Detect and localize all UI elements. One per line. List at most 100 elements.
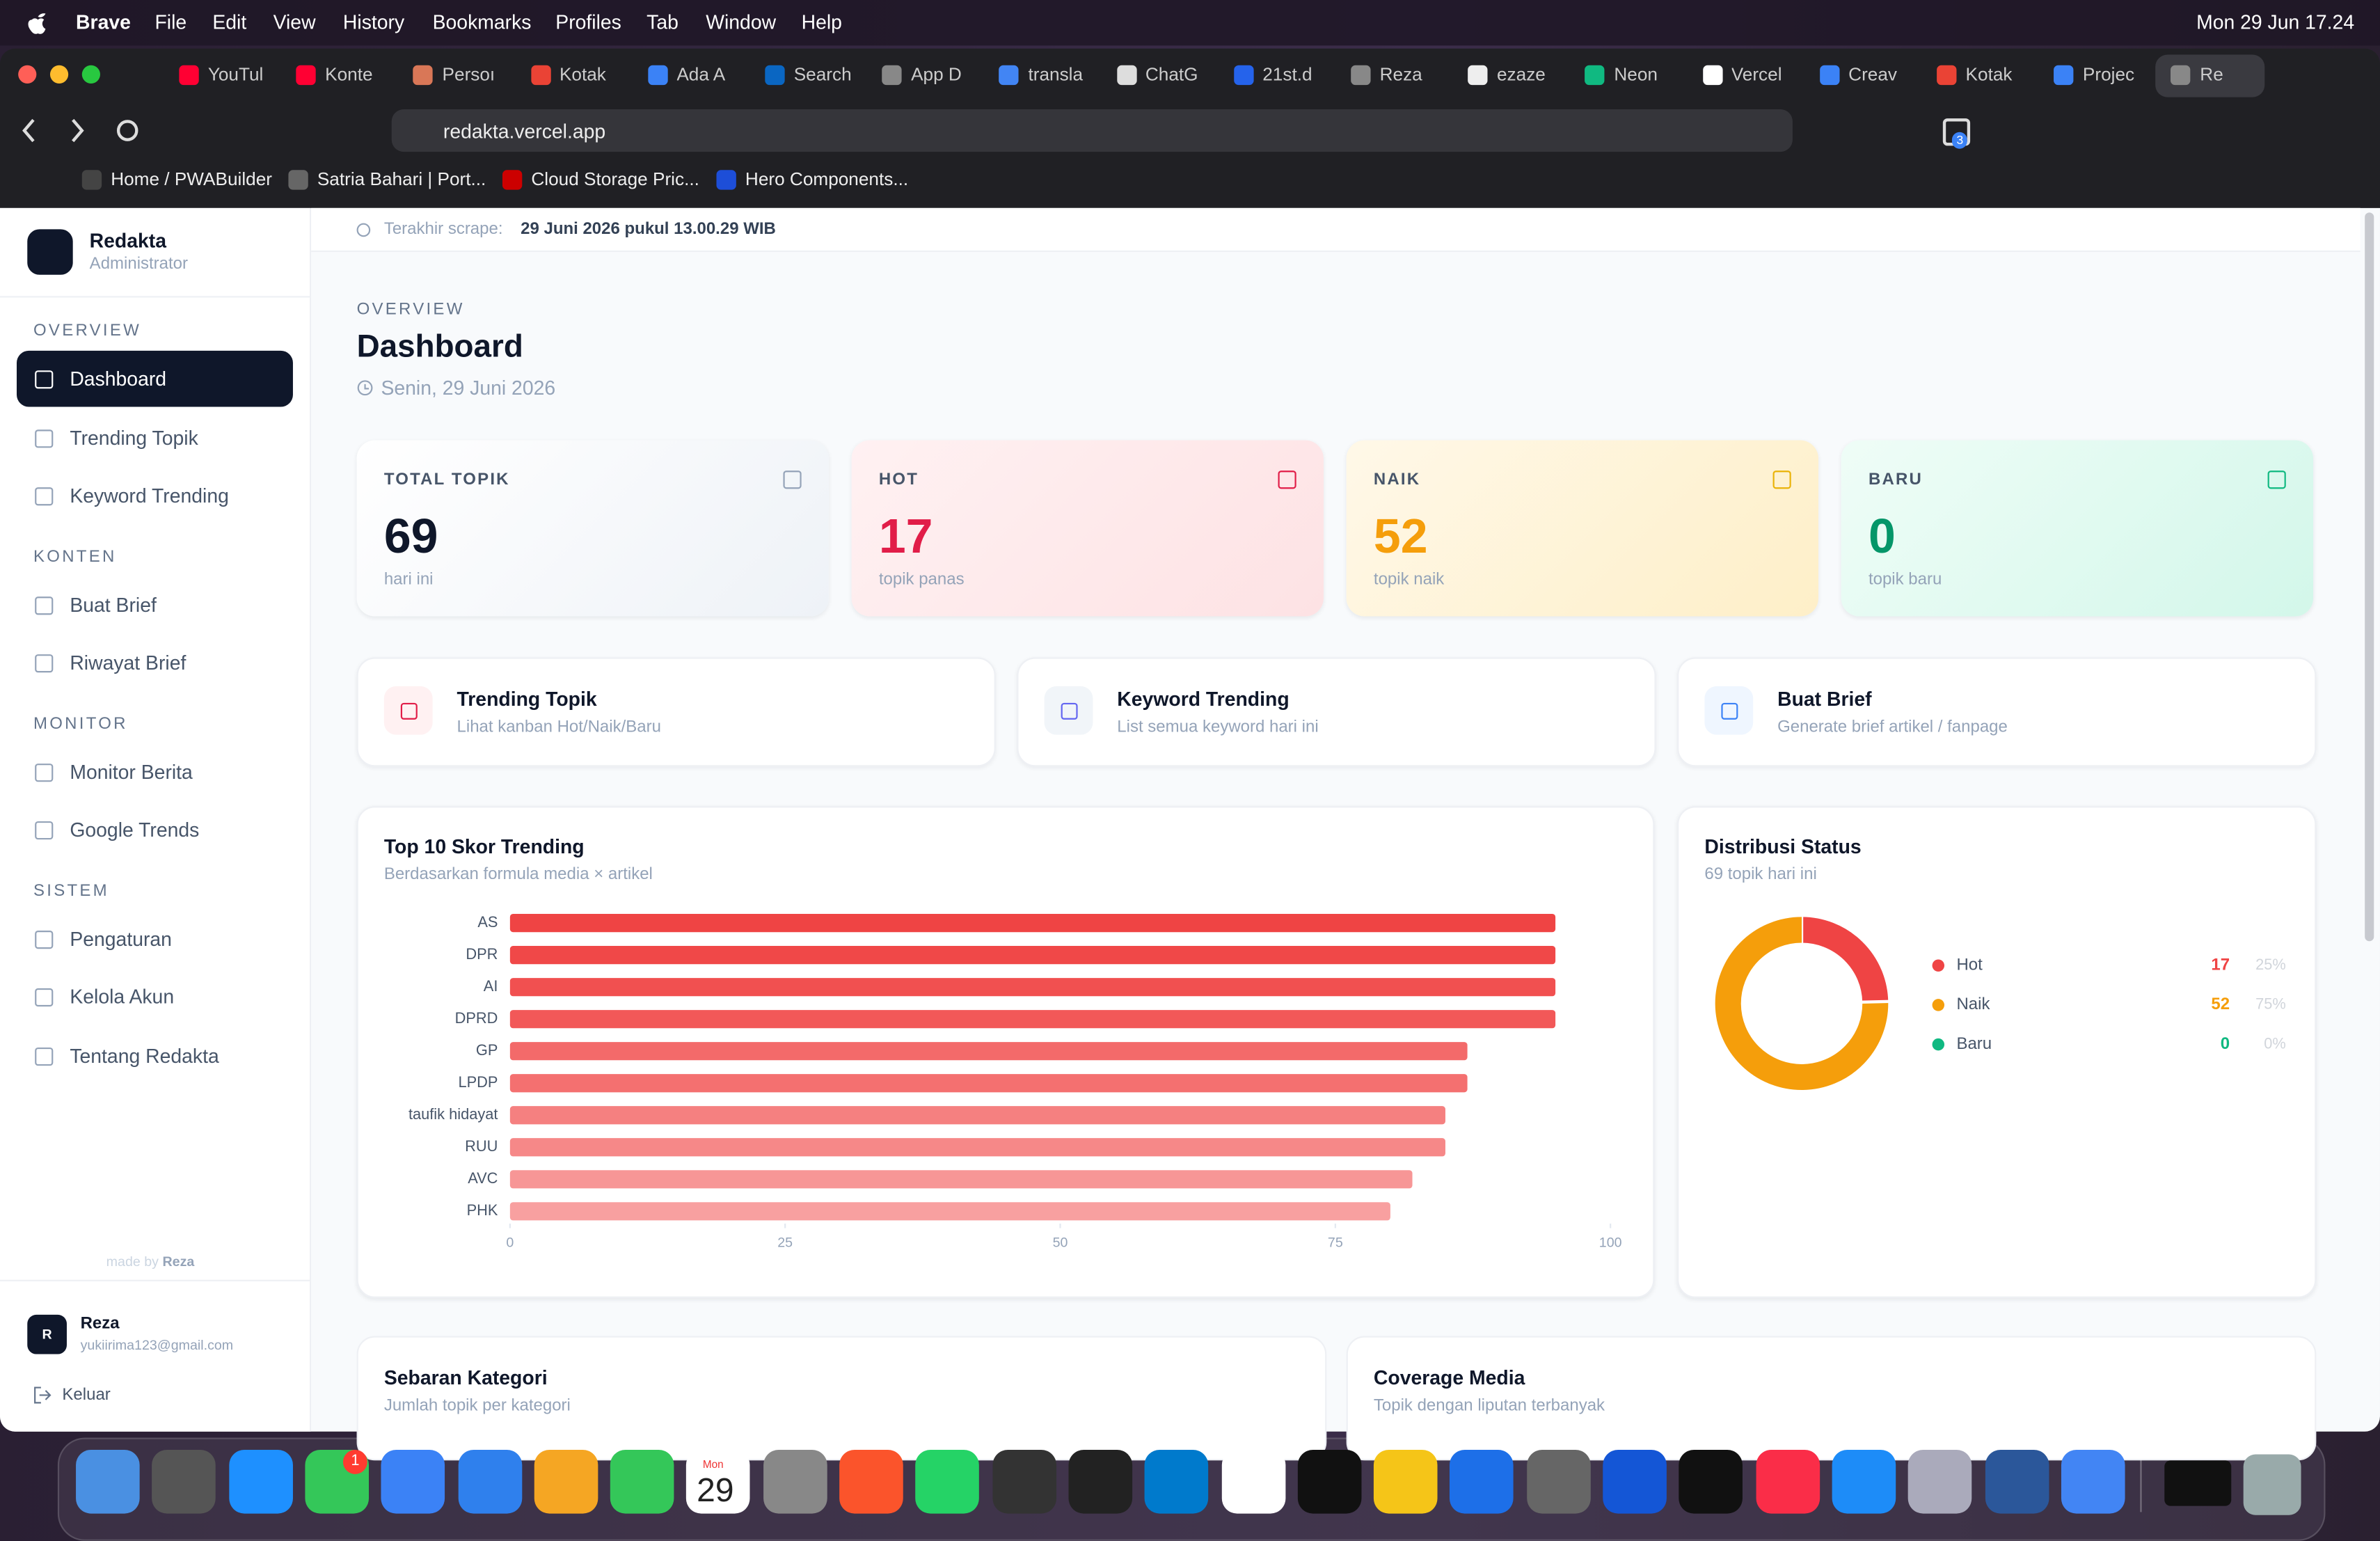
quick-link-title[interactable]: Buat Brief	[1777, 688, 1872, 711]
address-bar[interactable]	[391, 109, 1793, 152]
dock-icon[interactable]	[228, 1449, 293, 1514]
avatar: R	[27, 1314, 67, 1354]
quick-link[interactable]	[356, 657, 996, 767]
dock-icon[interactable]	[839, 1449, 903, 1514]
dock-icon[interactable]	[457, 1449, 522, 1514]
nav-item[interactable]: Tentang Redakta	[70, 1043, 219, 1067]
nav-item[interactable]: Monitor Berita	[70, 759, 193, 783]
nav-section: MONITOR	[33, 714, 128, 733]
dock-icon[interactable]	[1374, 1449, 1438, 1514]
tab-title[interactable]: Kotak	[1965, 63, 2013, 86]
dock-icon[interactable]	[763, 1449, 827, 1514]
tab-title[interactable]: Konte	[325, 63, 373, 86]
legend-label: Hot	[1956, 956, 1983, 974]
bookmark-icon	[288, 170, 308, 190]
x-tick-label: 0	[506, 1235, 514, 1251]
dock-icon[interactable]	[1832, 1449, 1896, 1514]
user-email: yukiirima123@gmail.com	[80, 1337, 234, 1353]
tab-favicon	[296, 65, 317, 86]
tab-title[interactable]: Neon	[1614, 63, 1658, 86]
tab-favicon	[999, 65, 1020, 86]
quick-link[interactable]	[1017, 657, 1656, 767]
menu-item[interactable]: Window	[706, 10, 777, 33]
dock-icon[interactable]	[2243, 1454, 2301, 1515]
url[interactable]: redakta.vercel.app	[443, 120, 606, 143]
nav-item[interactable]: Kelola Akun	[70, 985, 175, 1009]
nav-item[interactable]: Dashboard	[70, 367, 167, 390]
stat-icon	[1278, 471, 1296, 489]
dock-icon[interactable]	[686, 1449, 751, 1514]
menu-item[interactable]: History	[342, 10, 405, 33]
stat-label: TOTAL TOPIK	[383, 471, 510, 489]
eyebrow: OVERVIEW	[356, 300, 465, 319]
bookmark[interactable]: Home / PWABuilder	[111, 168, 272, 190]
dock-icon[interactable]	[1526, 1449, 1591, 1514]
tab-title[interactable]: 21st.d	[1262, 63, 1312, 86]
dock-icon[interactable]	[1221, 1449, 1285, 1514]
tab-title[interactable]: Re	[2200, 63, 2223, 86]
nav-item[interactable]: Keyword Trending	[70, 484, 229, 507]
menu-item[interactable]: Edit	[212, 10, 247, 33]
dock-icon[interactable]	[1679, 1449, 1743, 1514]
dock-icon[interactable]	[1450, 1449, 1514, 1514]
tab-title[interactable]: App D	[911, 63, 962, 86]
dock-icon[interactable]	[2061, 1449, 2125, 1514]
tab-title[interactable]: transla	[1028, 63, 1084, 86]
menu-item[interactable]: Brave	[76, 10, 131, 33]
tab-title[interactable]: Search	[793, 63, 852, 86]
dock-icon[interactable]	[1984, 1449, 2049, 1514]
quick-link-title[interactable]: Keyword Trending	[1117, 688, 1290, 711]
dock-icon[interactable]	[1297, 1449, 1362, 1514]
tab-title[interactable]: Projec	[2082, 63, 2135, 86]
tab-title[interactable]: Vercel	[1731, 63, 1782, 86]
tab-title[interactable]: YouTul	[207, 63, 264, 86]
nav-item[interactable]: Buat Brief	[70, 592, 157, 616]
bar	[509, 1170, 1413, 1189]
quick-link-icon	[1704, 686, 1754, 735]
dock-icon[interactable]	[152, 1449, 216, 1514]
tab-title[interactable]: ezaze	[1496, 63, 1546, 86]
nav-item[interactable]: Pengaturan	[70, 926, 172, 950]
dock-icon[interactable]	[992, 1449, 1056, 1514]
chart-title: Distribusi Status	[1704, 835, 1862, 858]
bookmark[interactable]: Cloud Storage Pric...	[531, 168, 699, 190]
dock-icon[interactable]	[1068, 1449, 1132, 1514]
tab-title[interactable]: Creav	[1848, 63, 1897, 86]
tab-title[interactable]: ChatG	[1145, 63, 1198, 86]
dock-icon[interactable]	[1908, 1449, 1972, 1514]
stat-card	[1346, 440, 1818, 617]
quick-link-subtitle: Lihat kanban Hot/Naik/Baru	[457, 718, 661, 736]
tab-title[interactable]: Kotak	[559, 63, 606, 86]
nav-item[interactable]: Trending Topik	[70, 425, 198, 449]
dock-icon[interactable]	[534, 1449, 598, 1514]
tab-title[interactable]: Persoı	[442, 63, 495, 86]
bookmark[interactable]: Satria Bahari | Port...	[317, 168, 486, 190]
dock-icon[interactable]	[76, 1449, 140, 1514]
bookmark[interactable]: Hero Components...	[745, 168, 909, 190]
nav-icon	[35, 988, 54, 1007]
menu-item[interactable]: Bookmarks	[432, 10, 532, 33]
dock-icon[interactable]	[915, 1449, 980, 1514]
dock-icon[interactable]	[1603, 1449, 1667, 1514]
nav-item[interactable]: Riwayat Brief	[70, 651, 187, 674]
tab-title[interactable]: Ada A	[676, 63, 726, 86]
quick-link-title[interactable]: Trending Topik	[457, 688, 597, 711]
menu-item[interactable]: Help	[801, 10, 842, 33]
menu-item[interactable]: Tab	[646, 10, 679, 33]
dock-icon[interactable]	[2164, 1460, 2232, 1506]
nav-item[interactable]: Google Trends	[70, 818, 200, 841]
stat-label: HOT	[878, 471, 919, 489]
dock-icon[interactable]	[381, 1449, 445, 1514]
menu-item[interactable]: View	[273, 10, 316, 33]
page-title: Dashboard	[356, 329, 523, 365]
tab-title[interactable]: Reza	[1379, 63, 1422, 86]
menu-item[interactable]: File	[154, 10, 187, 33]
dock-icon[interactable]	[610, 1449, 674, 1514]
dock-icon[interactable]	[1755, 1449, 1820, 1514]
nav-icon	[35, 654, 54, 673]
dock-icon[interactable]	[1144, 1449, 1209, 1514]
bookmark-icon	[81, 170, 102, 190]
menu-item[interactable]: Profiles	[555, 10, 621, 33]
quick-link[interactable]	[1677, 657, 2317, 767]
logout[interactable]: Keluar	[62, 1386, 111, 1405]
